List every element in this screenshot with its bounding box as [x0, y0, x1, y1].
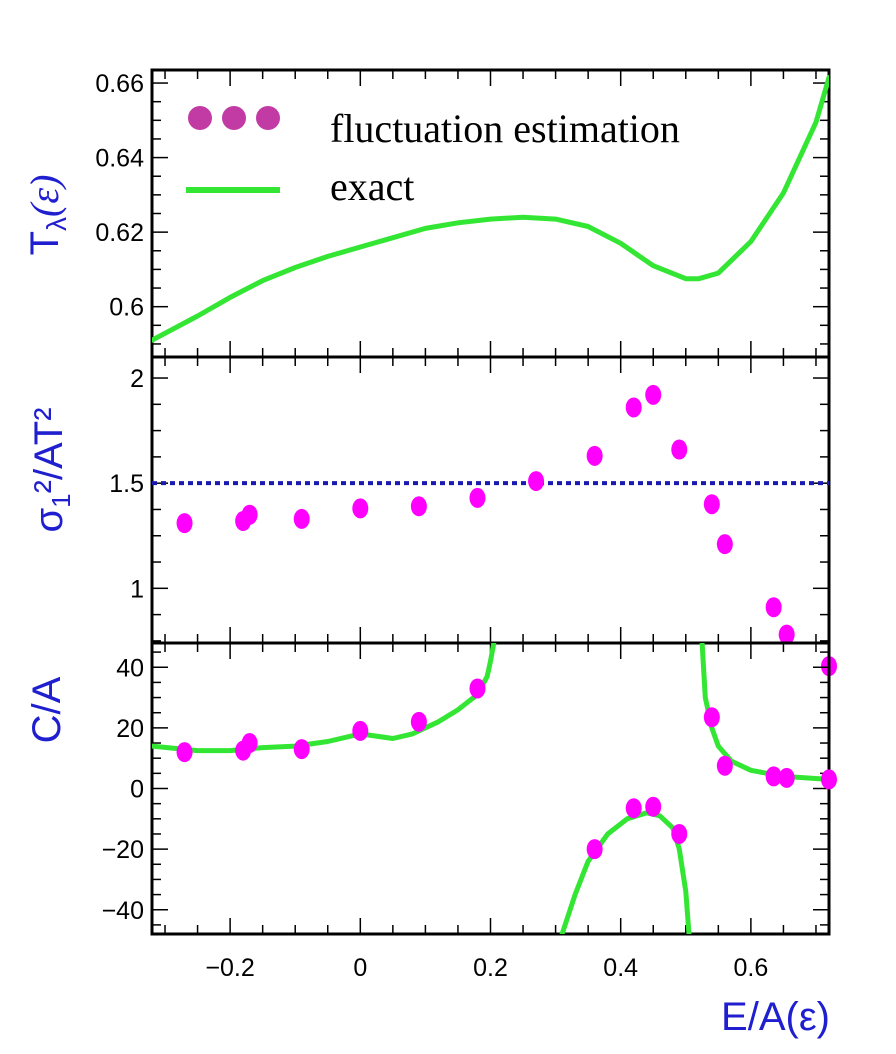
x-axis-label: E/A(ε) — [721, 995, 830, 1039]
middle-data-point — [703, 494, 720, 515]
bottom-y-axis-label: C/A — [25, 676, 69, 743]
middle-frame — [150, 355, 831, 645]
bottom-data-point — [625, 798, 642, 819]
top-y-tick-label: 0.6 — [109, 294, 144, 322]
middle-data-point — [410, 496, 427, 517]
top-y-tick-label: 0.66 — [95, 70, 144, 98]
bottom-y-tick-label: −20 — [102, 836, 144, 864]
bottom-data-point — [671, 823, 688, 844]
bottom-panel: −40 −20 0 20 40 −0.2 0 0.2 0.4 0.6 — [102, 641, 837, 982]
middle-data-point — [241, 504, 258, 525]
bottom-frame — [150, 641, 831, 936]
middle-data-point — [586, 445, 603, 466]
bottom-x-tick-label: 0 — [353, 954, 367, 982]
bottom-exact-curve — [152, 643, 497, 754]
top-y-tick-label: 0.64 — [95, 145, 144, 173]
top-plot-area — [152, 75, 829, 343]
middle-data-point — [528, 471, 545, 492]
bottom-data-point — [469, 678, 486, 699]
legend-label-exact: exact — [330, 164, 414, 209]
middle-data-point — [625, 397, 642, 418]
middle-data-point — [778, 624, 795, 645]
bottom-y-tick-label: 20 — [116, 715, 144, 743]
middle-data-point — [293, 508, 310, 529]
middle-y-tick-label: 1.5 — [109, 470, 144, 498]
bottom-data-point — [586, 839, 603, 860]
bottom-plot-area — [152, 643, 829, 934]
top-y-axis-label: Tλ(ε) — [22, 175, 72, 256]
bottom-data-point — [645, 796, 662, 817]
bottom-exact-curve — [559, 810, 692, 934]
middle-y-tick-label: 1 — [130, 575, 144, 603]
middle-data-point — [176, 513, 193, 534]
legend-dot-marker — [188, 106, 212, 130]
middle-data-point — [716, 534, 733, 555]
top-exact-curve — [152, 75, 829, 343]
bottom-data-point — [352, 720, 369, 741]
bottom-data-point — [821, 769, 837, 790]
bottom-y-tick-label: 0 — [130, 776, 144, 804]
bottom-x-tick-label: 0.4 — [603, 954, 638, 982]
middle-y-tick-label: 2 — [130, 365, 144, 393]
bottom-x-tick-label: 0.2 — [473, 954, 508, 982]
middle-y-axis-label: σ1²/AT² — [27, 407, 76, 532]
bottom-data-point — [241, 733, 258, 754]
legend-label-fluctuation: fluctuation estimation — [330, 106, 680, 151]
legend-dot-marker — [222, 106, 246, 130]
middle-data-point — [671, 439, 688, 460]
bottom-data-point — [410, 711, 427, 732]
middle-panel: 11.52 — [109, 355, 837, 677]
bottom-x-tick-label: −0.2 — [205, 954, 254, 982]
bottom-data-point — [703, 707, 720, 728]
middle-data-point — [765, 597, 782, 618]
bottom-data-point — [765, 766, 782, 787]
legend: fluctuation estimation exact — [186, 106, 680, 209]
middle-data-point — [645, 384, 662, 405]
top-y-tick-label: 0.62 — [95, 219, 144, 247]
bottom-data-point — [778, 767, 795, 788]
bottom-data-point — [716, 755, 733, 776]
legend-dot-marker — [256, 106, 280, 130]
bottom-data-point — [176, 742, 193, 763]
bottom-x-tick-label: 0.6 — [734, 954, 769, 982]
bottom-y-tick-label: −40 — [102, 897, 144, 925]
bottom-data-point — [293, 739, 310, 760]
middle-data-point — [469, 487, 486, 508]
bottom-y-tick-label: 40 — [116, 654, 144, 682]
middle-data-point — [352, 498, 369, 519]
